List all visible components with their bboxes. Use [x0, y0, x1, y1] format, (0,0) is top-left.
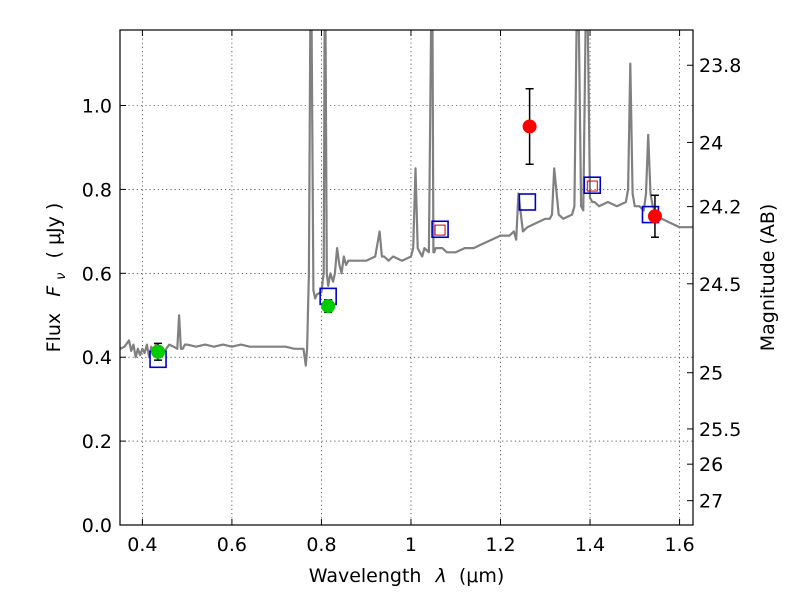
axis-ticks: 0.4 0.6 0.8 1 1.2 1.4 1.6 0.0 0.2 0.4 0.6 0.8 1.0 23.… — [82, 30, 741, 556]
x-axis-label-unit: (μm) — [459, 565, 504, 587]
y-axis-label: Flux F ν ( μJy ) — [43, 203, 70, 353]
x-tick-label: 0.4 — [127, 534, 157, 556]
x-tick-label: 1.2 — [485, 534, 515, 556]
x-tick-label: 1 — [405, 534, 417, 556]
y-tick-label: 0.6 — [82, 263, 112, 285]
model-box-marker — [518, 193, 537, 211]
y-tick-label: 0.2 — [82, 431, 112, 453]
y2-tick-label: 25.5 — [699, 419, 741, 441]
observed-point — [151, 344, 166, 359]
x-tick-label: 1.4 — [575, 534, 605, 556]
x-tick-label: 0.8 — [306, 534, 336, 556]
y2-tick-label: 23.8 — [699, 55, 741, 77]
inner-box-marker — [586, 180, 598, 192]
y-tick-label: 0.4 — [82, 347, 112, 369]
y2-tick-label: 24.5 — [699, 274, 741, 296]
observed-point — [522, 119, 537, 134]
plot-frame — [119, 29, 694, 526]
y-axis-label-subscript: ν — [54, 273, 69, 280]
inner-box-marker — [434, 224, 446, 236]
x-axis-label-symbol: λ — [435, 565, 447, 587]
model-box-marker — [583, 176, 602, 195]
observed-point — [321, 299, 336, 314]
model-box-marker — [431, 220, 449, 239]
y2-tick-label: 26 — [699, 454, 723, 476]
x-tick-label: 0.6 — [217, 534, 247, 556]
y-tick-label: 0.8 — [82, 179, 112, 201]
x-tick-label: 1.6 — [664, 534, 694, 556]
observed-point — [647, 209, 662, 224]
y-tick-label: 0.0 — [82, 515, 112, 537]
x-axis-label: Wavelength λ (μm) — [309, 565, 504, 587]
grid-lines — [120, 30, 693, 526]
y2-axis-label: Magnitude (AB) — [757, 204, 779, 352]
x-axis-label-text: Wavelength — [309, 565, 422, 587]
y2-tick-label: 25 — [699, 363, 723, 385]
spectrum-line — [120, 30, 693, 367]
spectrum-series — [120, 30, 693, 367]
y-axis-label-unit: ( μJy ) — [43, 203, 65, 259]
y2-tick-label: 24 — [699, 132, 723, 154]
y-axis-label-text: Flux — [43, 313, 65, 353]
y-axis-label-symbol: F — [43, 285, 65, 297]
y2-tick-label: 24.2 — [699, 197, 741, 219]
photometry-points — [149, 87, 662, 369]
y2-tick-label: 27 — [699, 491, 723, 513]
y-tick-label: 1.0 — [82, 96, 112, 118]
